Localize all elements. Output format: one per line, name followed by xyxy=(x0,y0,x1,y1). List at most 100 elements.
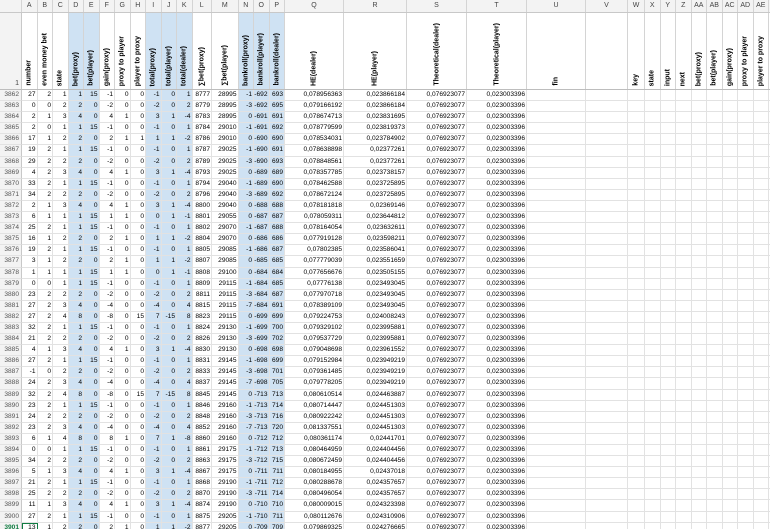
column-header[interactable]: B xyxy=(38,0,53,12)
cell[interactable]: -1 xyxy=(22,367,38,379)
cell[interactable]: 1 xyxy=(37,200,53,213)
cell[interactable]: 2 xyxy=(37,356,53,368)
cell[interactable] xyxy=(527,256,586,268)
cell[interactable] xyxy=(676,478,692,490)
cell[interactable] xyxy=(660,178,676,190)
cell[interactable] xyxy=(722,145,738,157)
cell[interactable] xyxy=(707,267,723,279)
header-cell[interactable]: ∑bet(player) xyxy=(212,13,239,89)
cell[interactable]: 0,076923077 xyxy=(407,278,467,290)
cell[interactable]: -1 xyxy=(146,90,162,102)
cell[interactable]: 8868 xyxy=(192,478,212,490)
cell[interactable]: 0 xyxy=(161,123,177,135)
cell[interactable] xyxy=(586,378,628,390)
row-number[interactable]: 3882 xyxy=(0,311,22,323)
cell[interactable]: 2 xyxy=(177,456,193,468)
cell[interactable]: 4 xyxy=(22,345,38,357)
cell[interactable]: 15 xyxy=(84,400,100,412)
cell[interactable]: 2 xyxy=(53,522,69,529)
cell[interactable]: -698 xyxy=(254,367,270,379)
cell[interactable]: 2 xyxy=(37,289,53,301)
cell[interactable] xyxy=(586,489,628,501)
cell[interactable]: 8804 xyxy=(192,234,212,246)
cell[interactable]: -1 xyxy=(99,356,115,368)
cell[interactable] xyxy=(527,300,586,312)
cell[interactable] xyxy=(628,356,645,368)
cell[interactable]: 0 xyxy=(115,189,131,201)
cell[interactable]: 0,023949219 xyxy=(344,367,407,379)
cell[interactable]: 8786 xyxy=(192,134,212,146)
cell[interactable] xyxy=(753,433,769,445)
cell[interactable] xyxy=(628,156,645,168)
cell[interactable]: -7 xyxy=(238,300,254,312)
cell[interactable] xyxy=(722,167,738,179)
cell[interactable]: 0 xyxy=(84,345,100,357)
cell[interactable]: 0 xyxy=(161,511,177,523)
cell[interactable]: 1 xyxy=(53,123,69,135)
cell[interactable]: -15 xyxy=(161,389,177,401)
cell[interactable] xyxy=(660,456,676,468)
cell[interactable]: 4 xyxy=(99,500,115,512)
cell[interactable] xyxy=(660,156,676,168)
cell[interactable]: 3 xyxy=(53,500,69,512)
row-number[interactable]: 3890 xyxy=(0,400,22,412)
cell[interactable]: 0 xyxy=(37,123,53,135)
cell[interactable]: 0 xyxy=(130,500,146,512)
cell[interactable]: -2 xyxy=(146,411,162,423)
cell[interactable] xyxy=(527,478,586,490)
cell[interactable]: -4 xyxy=(99,300,115,312)
cell[interactable]: 0,023003396 xyxy=(467,123,527,135)
cell[interactable]: 2 xyxy=(37,178,53,190)
cell[interactable]: 29115 xyxy=(212,289,239,301)
cell[interactable]: -1 xyxy=(99,511,115,523)
cell[interactable]: 3 xyxy=(53,200,69,213)
cell[interactable] xyxy=(676,256,692,268)
cell[interactable] xyxy=(722,367,738,379)
cell[interactable]: 29160 xyxy=(212,422,239,434)
cell[interactable] xyxy=(738,189,754,201)
cell[interactable] xyxy=(691,156,707,168)
cell[interactable]: 2 xyxy=(37,90,53,102)
column-header[interactable]: J xyxy=(162,0,177,12)
cell[interactable]: 0,023003396 xyxy=(467,212,527,224)
cell[interactable]: 1 xyxy=(161,522,177,529)
cell[interactable]: 3 xyxy=(53,167,69,179)
cell[interactable]: 0,079048698 xyxy=(285,345,344,357)
cell[interactable]: 0 xyxy=(130,256,146,268)
cell[interactable]: 0 xyxy=(130,90,146,102)
cell[interactable]: 0,023644812 xyxy=(344,212,407,224)
cell[interactable]: 0 xyxy=(130,478,146,490)
cell[interactable] xyxy=(645,134,661,146)
cell[interactable]: 0,02369146 xyxy=(344,200,407,213)
cell[interactable] xyxy=(691,223,707,235)
cell[interactable]: -2 xyxy=(99,411,115,423)
cell[interactable]: 8 xyxy=(99,433,115,445)
cell[interactable] xyxy=(586,90,628,102)
cell[interactable]: 1 xyxy=(146,256,162,268)
cell[interactable]: 17 xyxy=(22,134,38,146)
cell[interactable]: 1 xyxy=(177,245,193,257)
cell[interactable]: 0 xyxy=(84,522,100,529)
cell[interactable]: 0,023003396 xyxy=(467,101,527,113)
cell[interactable] xyxy=(645,489,661,501)
cell[interactable]: 0,023003396 xyxy=(467,300,527,312)
cell[interactable] xyxy=(691,511,707,523)
cell[interactable] xyxy=(722,156,738,168)
cell[interactable]: 2 xyxy=(53,134,69,146)
cell[interactable]: 1 xyxy=(177,145,193,157)
cell[interactable]: 0 xyxy=(84,134,100,146)
cell[interactable]: 0,023003396 xyxy=(467,467,527,479)
cell[interactable]: -691 xyxy=(254,123,270,135)
cell[interactable]: 0 xyxy=(130,101,146,113)
row-number[interactable]: 3868 xyxy=(0,156,22,168)
cell[interactable]: 2 xyxy=(37,411,53,423)
cell[interactable]: 0 xyxy=(84,489,100,501)
cell[interactable]: 8831 xyxy=(192,356,212,368)
cell[interactable]: 0 xyxy=(130,189,146,201)
row-number[interactable]: 3883 xyxy=(0,322,22,335)
cell[interactable]: 2 xyxy=(37,156,53,168)
cell[interactable]: -2 xyxy=(99,189,115,201)
cell[interactable]: 0 xyxy=(161,278,177,290)
cell[interactable] xyxy=(676,378,692,390)
cell[interactable]: 0,024323398 xyxy=(344,500,407,512)
